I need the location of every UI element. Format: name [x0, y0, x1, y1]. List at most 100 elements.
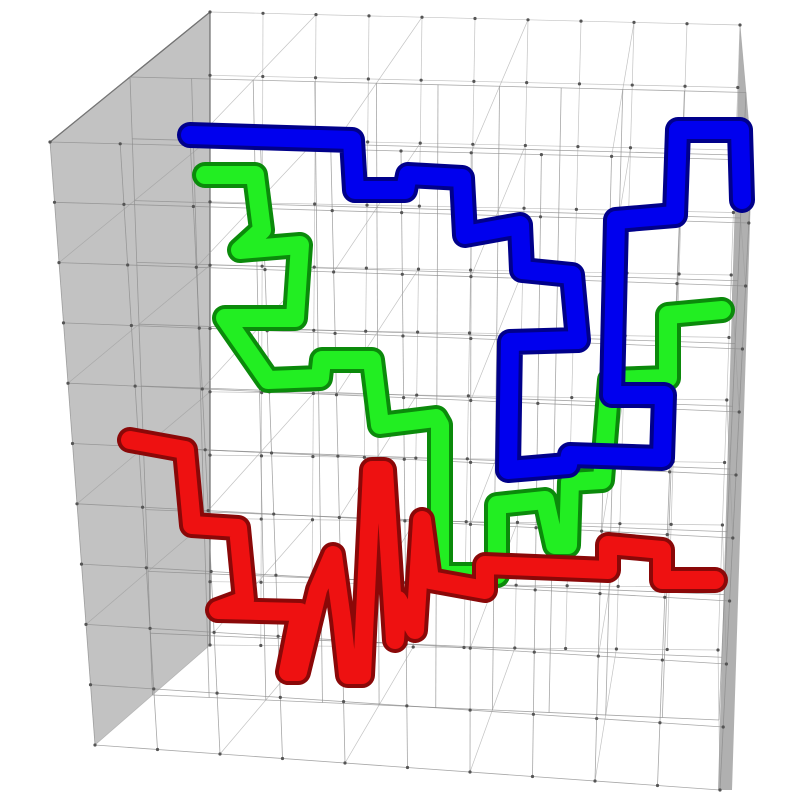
lattice-node	[206, 509, 210, 513]
right-wall	[718, 25, 752, 790]
lattice-node	[724, 662, 729, 666]
lattice-node	[330, 208, 334, 213]
lattice-node	[466, 394, 470, 398]
lattice-node	[334, 393, 339, 397]
lattice-node	[720, 523, 725, 527]
lattice-node	[530, 774, 535, 779]
lattice-node	[403, 519, 407, 523]
lattice-node	[269, 451, 274, 455]
lattice-node	[610, 154, 614, 158]
lattice-node	[261, 74, 265, 79]
lattice-node	[155, 747, 160, 752]
lattice-node	[218, 752, 222, 756]
lattice-node	[133, 384, 137, 388]
lattice-node	[402, 457, 406, 461]
lattice-node	[333, 331, 337, 335]
lattice-node	[669, 522, 673, 526]
lattice-node	[468, 770, 472, 774]
lattice-node	[665, 647, 669, 652]
green-path	[192, 162, 735, 588]
lattice-node	[628, 146, 633, 150]
lattice-node	[685, 22, 689, 26]
lattice-node	[88, 683, 93, 687]
lattice-node	[593, 779, 597, 783]
lattice-node	[118, 142, 122, 146]
lattice-node	[734, 473, 738, 477]
lattice-node	[721, 725, 725, 729]
lattice-node	[417, 204, 421, 208]
lattice-node	[464, 520, 468, 524]
lattice-node	[57, 261, 61, 265]
lattice-node	[70, 441, 75, 446]
lattice-node	[564, 646, 568, 651]
lattice-node	[144, 566, 148, 570]
lattice-node	[312, 265, 316, 269]
lattice-node	[401, 334, 405, 338]
lattice-node	[260, 264, 264, 268]
lattice-node	[598, 592, 602, 596]
lattice-node	[208, 580, 212, 584]
lattice-node	[411, 645, 415, 649]
lattice-node	[280, 756, 285, 761]
lattice-node	[129, 323, 133, 328]
lattice-node	[263, 268, 267, 272]
lattice-node	[539, 153, 544, 157]
lattice-node	[311, 391, 315, 396]
lattice-node	[336, 454, 340, 458]
lattice-node	[215, 691, 219, 695]
lattice-node	[515, 520, 520, 524]
lattice-node	[469, 460, 473, 464]
red-path	[117, 427, 728, 688]
lattice-node	[48, 140, 52, 144]
lattice-node	[468, 522, 473, 526]
lattice-node	[465, 457, 469, 461]
lattice-node	[208, 73, 212, 77]
lattice-node	[731, 536, 735, 540]
lattice-node	[467, 331, 472, 335]
lattice-node	[122, 202, 126, 206]
lattice-node	[536, 401, 540, 405]
grid-line	[207, 393, 314, 511]
lattice-node	[723, 460, 727, 465]
lattice-node	[419, 78, 423, 82]
lattice-node	[208, 10, 212, 14]
lattice-node	[618, 522, 622, 526]
lattice-node	[469, 268, 473, 272]
lattice-node	[532, 650, 536, 654]
lattice-node	[416, 267, 421, 271]
lattice-node	[416, 330, 420, 334]
lattice-node	[259, 643, 263, 648]
lattice-node	[683, 84, 687, 88]
lattice-node	[364, 266, 368, 270]
grid-line	[722, 524, 727, 665]
lattice-node	[278, 695, 282, 699]
lattice-node	[729, 273, 733, 277]
lattice-node	[472, 79, 476, 83]
lattice-node	[570, 395, 574, 400]
grid-line	[730, 274, 740, 413]
lattice-node	[632, 20, 636, 24]
lattice-node	[716, 648, 720, 652]
lattice-node	[744, 284, 748, 288]
grid-line	[336, 268, 419, 395]
lattice-node	[366, 77, 370, 81]
lattice-node	[337, 515, 341, 520]
lattice-node	[533, 588, 537, 592]
lattice-node	[203, 448, 207, 452]
lattice-node	[526, 18, 530, 22]
lattice-node	[468, 708, 472, 712]
lattice-node	[728, 599, 732, 603]
lattice-node	[208, 263, 212, 267]
lattice-node	[600, 529, 604, 533]
blue-path-tube	[181, 121, 751, 479]
lattice-node	[126, 263, 130, 267]
lattice-node	[514, 583, 518, 587]
lattice-node	[420, 15, 424, 19]
lattice-node	[259, 517, 263, 521]
lattice-node	[209, 569, 213, 574]
lattice-node	[191, 204, 195, 209]
lattice-node	[668, 470, 672, 474]
blue-path	[177, 117, 755, 483]
lattice-node	[405, 765, 410, 770]
